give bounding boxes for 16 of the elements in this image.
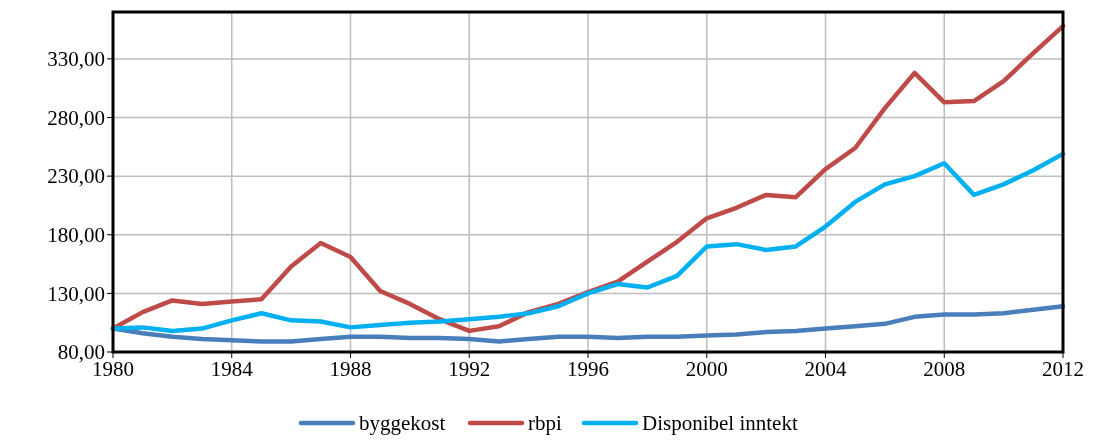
x-tick-label: 1996 (567, 357, 609, 381)
x-tick-label: 2004 (804, 357, 847, 381)
x-tick-label: 1988 (329, 357, 372, 381)
legend-label: rbpi (528, 411, 562, 436)
y-tick-label: 280,00 (47, 105, 105, 130)
legend-label: byggekost (359, 411, 446, 436)
x-tick-label: 2008 (923, 357, 966, 381)
x-tick-label: 1992 (448, 357, 491, 381)
y-tick-label: 330,00 (47, 47, 105, 72)
x-tick-label: 2000 (685, 357, 728, 381)
x-tick-label: 1984 (210, 357, 254, 381)
y-tick-label: 180,00 (47, 223, 105, 248)
y-tick-label: 230,00 (47, 164, 105, 189)
y-tick-label: 130,00 (47, 281, 105, 306)
x-tick-label: 2012 (1042, 357, 1084, 381)
legend-label: Disponibel inntekt (642, 411, 798, 436)
